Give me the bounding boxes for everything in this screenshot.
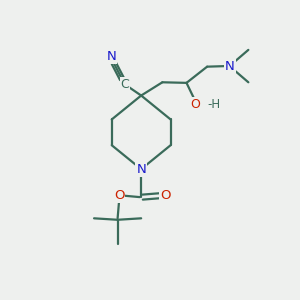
Text: N: N xyxy=(106,50,116,63)
Text: C: C xyxy=(121,78,129,91)
Text: N: N xyxy=(136,163,146,176)
Text: N: N xyxy=(225,60,235,73)
Text: O: O xyxy=(160,189,171,202)
Text: O: O xyxy=(190,98,200,111)
Text: -H: -H xyxy=(207,98,220,111)
Text: O: O xyxy=(114,189,124,202)
